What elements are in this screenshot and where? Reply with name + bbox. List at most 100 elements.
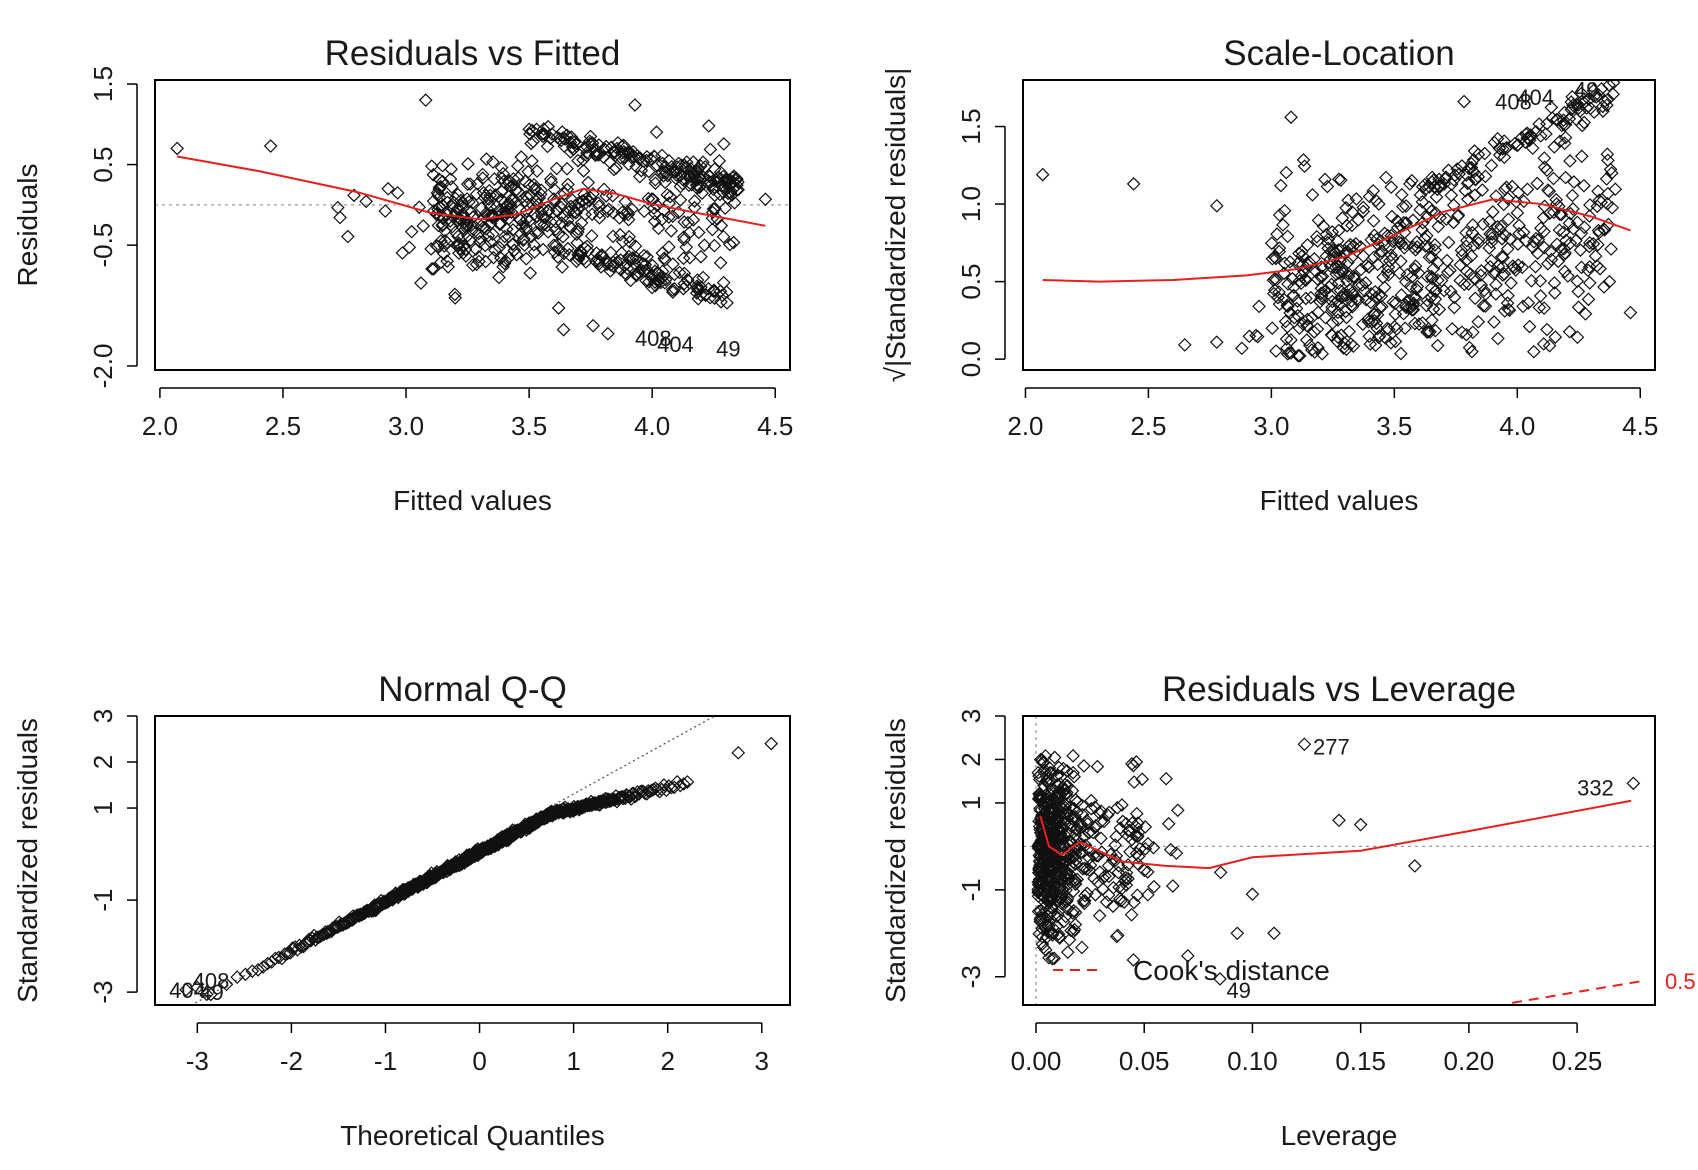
data-point: [1051, 760, 1066, 775]
data-point: [1558, 246, 1572, 260]
data-point: [637, 248, 651, 263]
data-point: [1496, 197, 1511, 212]
data-point: [655, 165, 669, 179]
data-point: [435, 174, 450, 189]
data-point: [1252, 299, 1266, 314]
data-point: [1503, 232, 1517, 246]
data-point: [1547, 285, 1562, 300]
data-point: [1272, 241, 1287, 256]
data-point: [1544, 252, 1559, 267]
data-point: [1424, 290, 1439, 304]
data-point: [1577, 220, 1592, 235]
data-point: [701, 119, 716, 133]
data-point: [1329, 267, 1344, 282]
data-point: [1323, 252, 1338, 266]
data-point: [714, 294, 728, 309]
data-point: [472, 235, 487, 249]
data-point: [652, 272, 666, 287]
data-point: [1130, 888, 1145, 903]
smooth-line: [176, 155, 766, 227]
data-point: [359, 194, 373, 209]
data-point: [1384, 180, 1399, 194]
data-point: [1141, 887, 1155, 902]
data-point: [450, 239, 465, 253]
data-point: [658, 175, 672, 190]
data-point: [448, 225, 463, 240]
data-point: [1430, 338, 1445, 353]
data-point: [1477, 283, 1492, 298]
data-point: [1396, 306, 1411, 321]
x-tick-label: 4.0: [1499, 411, 1535, 441]
data-point: [621, 212, 636, 227]
data-point: [1356, 204, 1371, 219]
data-point: [1344, 337, 1358, 351]
data-point: [1421, 324, 1436, 339]
data-point: [1138, 820, 1153, 834]
data-point: [494, 160, 509, 175]
data-point: [1497, 228, 1512, 242]
data-point: [1090, 759, 1105, 774]
data-point: [714, 218, 729, 233]
data-point: [1583, 198, 1597, 212]
data-point: [1550, 237, 1564, 252]
data-point: [1163, 842, 1178, 857]
data-point: [1050, 800, 1064, 815]
data-point: [1505, 259, 1520, 273]
data-point: [550, 204, 565, 218]
data-point: [404, 224, 419, 239]
data-point: [1324, 277, 1339, 292]
data-point: [1371, 197, 1386, 211]
data-point: [1091, 848, 1106, 863]
data-point: [1032, 772, 1047, 787]
data-point: [1276, 218, 1290, 232]
data-point: [1562, 216, 1577, 231]
data-point: [543, 131, 558, 146]
data-point: [1559, 233, 1573, 248]
data-point: [664, 223, 679, 238]
data-point: [479, 222, 494, 236]
data-point: [1267, 283, 1282, 297]
data-point: [1035, 930, 1050, 944]
data-point: [1137, 863, 1152, 878]
data-point: [1274, 178, 1288, 193]
data-point: [1587, 105, 1601, 119]
data-point: [1539, 127, 1553, 141]
data-point: [1467, 188, 1482, 203]
data-point: [427, 203, 441, 218]
data-point: [1069, 822, 1084, 837]
data-point: [251, 963, 265, 977]
data-point: [1311, 305, 1325, 320]
data-point: [1141, 836, 1155, 851]
data-point: [694, 280, 708, 295]
data-point: [1384, 248, 1399, 262]
data-point: [506, 223, 520, 237]
data-point: [1358, 276, 1373, 290]
data-point: [1110, 928, 1125, 943]
data-point: [1404, 173, 1419, 188]
data-point: [465, 196, 480, 210]
data-point: [1298, 273, 1313, 288]
data-point: [1050, 768, 1065, 783]
y-tick-label: -0.5: [88, 223, 118, 268]
data-point: [1330, 305, 1345, 320]
data-point: [1394, 187, 1409, 202]
data-point: [1507, 136, 1522, 151]
data-point: [1088, 800, 1102, 814]
data-point: [713, 165, 728, 180]
data-point: [1520, 126, 1535, 141]
data-point: [725, 188, 739, 202]
data-point: [1036, 778, 1051, 793]
data-point: [1290, 257, 1305, 271]
data-point: [1075, 940, 1089, 955]
data-point: [1394, 288, 1409, 302]
data-point: [1314, 291, 1329, 306]
data-point: [1102, 805, 1117, 820]
data-point: [1366, 184, 1381, 198]
data-point: [1557, 264, 1572, 279]
data-point: [486, 155, 500, 169]
data-point: [1412, 317, 1426, 331]
data-point: [1043, 794, 1058, 808]
x-tick-label: 0.05: [1119, 1046, 1170, 1076]
data-point: [617, 151, 632, 165]
data-point: [1582, 239, 1597, 254]
